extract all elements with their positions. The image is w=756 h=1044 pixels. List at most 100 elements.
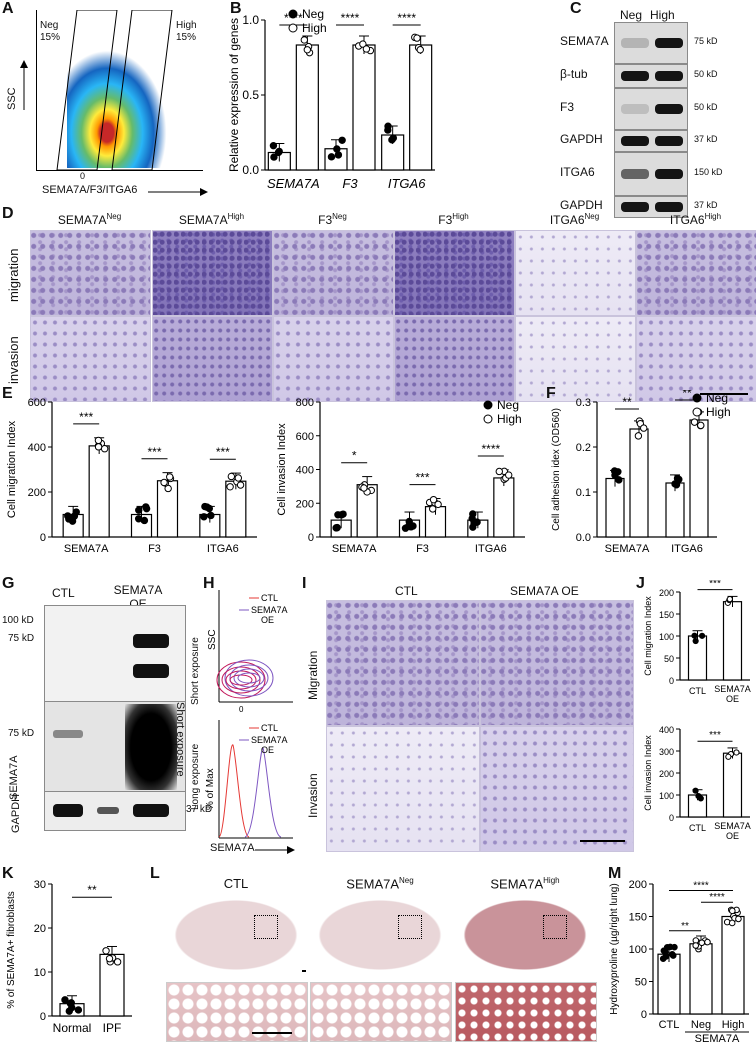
lung-section-zoom: [310, 982, 452, 1042]
bar-ITGA6-High: [689, 419, 709, 538]
data-point: [690, 418, 699, 426]
blot-c-marker: 37 kD: [694, 134, 718, 144]
micrograph-d-migration: [515, 230, 636, 316]
data-point: [72, 508, 80, 516]
col-sup: High: [543, 876, 560, 885]
data-point: [360, 484, 368, 492]
category-label-line2: OE: [726, 831, 739, 841]
category-label: Normal: [53, 1021, 92, 1035]
flow-h-exp-long: Long exposure: [190, 743, 201, 810]
chart-e-invasion: 0 200 400 600 800 Cell invasion Index SEMA7A * F…: [276, 397, 525, 555]
chart-k: 0 10 20 30 % of SEMA7A+ fibroblasts Normal IPF…: [6, 879, 132, 1035]
y-tick-label: 0: [669, 813, 674, 823]
panel-label-e: E: [2, 385, 13, 402]
category-label: CTL: [689, 686, 706, 696]
significance-stars: ****: [341, 11, 360, 25]
panel-label-k: K: [2, 865, 14, 882]
lung-section-zoom: [166, 982, 308, 1042]
significance-stars: **: [87, 883, 97, 897]
micro-i-col-oe: SEMA7A OE: [510, 584, 579, 598]
bar-SEMA7A-High: [295, 44, 319, 171]
y-tick-label: 300: [659, 747, 674, 757]
blot-g-gapdh: [44, 791, 186, 831]
category-label: SEMA7A: [605, 543, 650, 555]
micrograph-d-migration: [636, 230, 756, 316]
blot-g-marker-75a: 75 kD: [8, 633, 35, 644]
zoom-box: [254, 915, 278, 939]
blot-g-long-exposure: [44, 701, 186, 793]
data-point: [691, 632, 698, 639]
panel-label-c: C: [570, 0, 582, 17]
micrograph-d-invasion: [515, 316, 636, 402]
data-point: [135, 506, 143, 514]
legend-oe-2-b: OE: [261, 745, 274, 755]
data-point: [68, 517, 77, 525]
y-tick-label: 400: [28, 442, 46, 454]
category-label: SEMA7A: [332, 543, 377, 555]
y-tick-label: 1.0: [242, 13, 259, 27]
y-tick-label: 100: [659, 791, 674, 801]
micrograph-d-migration: [394, 230, 515, 316]
significance-stars: ****: [397, 11, 416, 25]
data-point: [94, 443, 103, 451]
significance-stars: ***: [216, 445, 230, 459]
y-tick-label: 600: [28, 397, 46, 409]
contour-oe: [224, 659, 274, 697]
data-point: [698, 632, 706, 639]
legend-high-marker: [288, 23, 298, 33]
data-point: [505, 471, 513, 479]
panel-label-l: L: [150, 865, 160, 882]
micro-i-row-migration: Migration: [306, 650, 320, 700]
significance-stars: ***: [147, 445, 161, 459]
arrow-up-icon: [20, 60, 28, 110]
data-point: [227, 472, 236, 481]
data-point: [614, 468, 622, 476]
col-gene: F3: [318, 213, 333, 227]
gate-neg-pct: 15%: [40, 32, 61, 43]
y-tick-label: 200: [28, 487, 46, 499]
zoom-box: [543, 915, 567, 939]
flow-h-zero: 0: [239, 705, 244, 714]
blot-c-marker: 37 kD: [694, 200, 718, 210]
col-gene: F3: [438, 213, 453, 227]
blot-band: [655, 104, 683, 114]
y-tick-label: 0.1: [576, 487, 591, 499]
micrograph-d-migration: [273, 230, 394, 316]
category-label: CTL: [659, 1019, 680, 1031]
panel-d-row-migration: migration: [6, 248, 21, 302]
legend-neg-marker: [692, 393, 702, 403]
micrograph-d-invasion: [152, 316, 273, 402]
micrograph-d-migration: [152, 230, 273, 316]
data-point: [726, 596, 733, 603]
panel-d-col-label: F3Neg: [273, 212, 392, 227]
micrograph-d-invasion: [273, 316, 394, 402]
y-tick-label: 800: [296, 397, 314, 409]
bar-SEMA7A OE-value: [722, 752, 743, 818]
arrow-right-icon: [148, 188, 208, 196]
data-point: [692, 787, 699, 794]
gate-neg-label: Neg: [40, 20, 59, 31]
significance-stars: *: [352, 449, 357, 463]
y-tick-label: 200: [659, 769, 674, 779]
col-name: SEMA7A: [346, 876, 400, 892]
col-gene: SEMA7A: [178, 213, 228, 227]
category-label: High: [722, 1019, 745, 1031]
data-point: [468, 514, 476, 523]
micrograph-i-invasion-ctl: [326, 726, 480, 852]
data-point: [300, 36, 309, 44]
y-axis-label: Hydroxyproline (µg/right lung): [609, 883, 620, 1014]
y-axis-label: Cell adhesion idex (OD560): [551, 408, 562, 531]
data-point: [105, 954, 114, 963]
col-sup: Neg: [399, 876, 414, 885]
blot-c-row-label: SEMA7A: [560, 34, 609, 48]
legend-neg-label: Neg: [497, 398, 519, 412]
significance-stars: ****: [693, 881, 709, 892]
legend-neg-label: Neg: [302, 7, 324, 21]
bar-High-value: [721, 915, 745, 1015]
col-sup: Neg: [332, 212, 347, 221]
arrow-right-icon: [255, 846, 295, 854]
data-point: [692, 942, 700, 949]
flow-plot-a: [36, 10, 203, 171]
bar-CTL-value: [657, 953, 681, 1015]
